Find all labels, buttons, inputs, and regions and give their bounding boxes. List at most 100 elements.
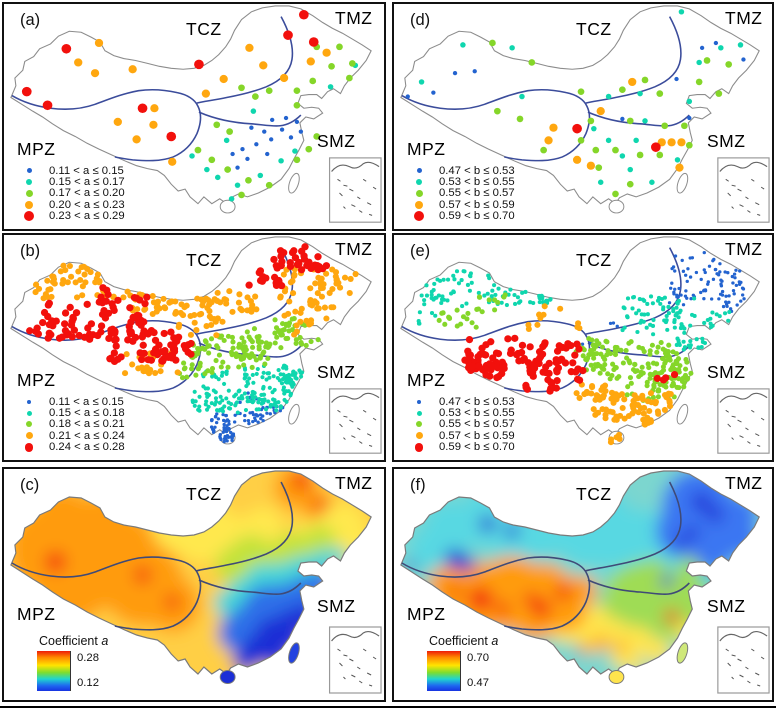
- south-china-sea-inset: [328, 388, 382, 454]
- legend-item: 0.21 < a ≤ 0.24: [17, 429, 125, 442]
- panel-letter: (b): [20, 242, 41, 260]
- tmz-boundary-line: [584, 247, 682, 336]
- panel-b: (b) TCZ TMZ SMZ MPZ 0.11 < a ≤ 0.15 0.15 …: [2, 233, 386, 462]
- legend-item: 0.47 < b ≤ 0.53: [407, 164, 515, 177]
- colorbar-title: Coefficient a: [39, 634, 108, 648]
- mpz-boundary-line: [401, 88, 591, 162]
- colorbar-title: Coefficient a: [429, 634, 498, 648]
- climate-zone-boundaries: [401, 16, 690, 162]
- zone-label-mpz: MPZ: [407, 370, 446, 390]
- zone-label-tcz: TCZ: [576, 484, 612, 504]
- map-a: [10, 5, 382, 223]
- legend-class-dot: [26, 421, 32, 428]
- colorbar-symbol: a: [491, 634, 499, 648]
- legend-class-label: 0.21 < a ≤ 0.24: [49, 429, 125, 442]
- zone-label-tcz: TCZ: [186, 19, 222, 39]
- panel-c: (c) TCZ TMZ SMZ MPZ Coefficient a 0.28 0…: [2, 467, 386, 702]
- figure-bottom-rule: [0, 706, 776, 708]
- legend-class-label: 0.11 < a ≤ 0.15: [49, 164, 124, 177]
- legend-class-label: 0.53 < b ≤ 0.55: [439, 176, 515, 189]
- zone-label-mpz: MPZ: [17, 370, 56, 390]
- legend: 0.47 < b ≤ 0.53 0.53 < b ≤ 0.55 0.55 < b ≤…: [407, 165, 515, 222]
- colorbar-min: 0.47: [467, 677, 489, 689]
- zone-label-smz: SMZ: [317, 131, 356, 151]
- map-c: [10, 470, 382, 694]
- zone-label-mpz: MPZ: [17, 604, 56, 624]
- legend-item: 0.20 < a ≤ 0.23: [17, 199, 125, 211]
- panel-d: (d) TCZ TMZ SMZ MPZ 0.47 < b ≤ 0.53 0.53 …: [392, 2, 774, 231]
- hainan-island: [608, 670, 625, 684]
- china-outline: [10, 5, 372, 205]
- zone-label-tcz: TCZ: [186, 250, 222, 270]
- legend-item: 0.55 < b ≤ 0.57: [407, 187, 515, 199]
- zone-label-tcz: TCZ: [186, 484, 222, 504]
- zone-label-mpz: MPZ: [407, 604, 446, 624]
- colorbar: Coefficient a 0.28 0.12: [37, 634, 108, 691]
- legend-item: 0.15 < a ≤ 0.18: [17, 407, 125, 420]
- zone-label-smz: SMZ: [707, 362, 746, 382]
- taiwan-island: [288, 172, 300, 194]
- smz-boundary-line: [198, 111, 302, 127]
- legend-item: 0.47 < b ≤ 0.53: [407, 395, 515, 408]
- legend-class-dot: [26, 168, 32, 174]
- station-dot-layer: [26, 243, 359, 444]
- legend-class-dot: [415, 189, 423, 197]
- legend-item: 0.11 < a ≤ 0.15: [17, 164, 125, 177]
- legend-class-dot: [416, 421, 422, 428]
- station-dot-layer: [405, 9, 746, 198]
- legend-class-dot: [26, 410, 32, 416]
- legend-class-label: 0.59 < b ≤ 0.70: [439, 441, 515, 454]
- smz-boundary-line: [198, 579, 302, 596]
- zone-label-tmz: TMZ: [725, 239, 763, 259]
- climate-zone-boundaries: [401, 481, 690, 631]
- tmz-boundary-line: [584, 481, 682, 572]
- legend-item: 0.59 < b ≤ 0.70: [407, 210, 515, 222]
- legend-item: 0.24 < a ≤ 0.28: [17, 441, 125, 453]
- colorbar-gradient: [427, 651, 461, 691]
- taiwan-island: [288, 403, 300, 425]
- zone-label-mpz: MPZ: [17, 139, 56, 159]
- legend-item: 0.17 < a ≤ 0.20: [17, 187, 125, 199]
- legend-class-label: 0.55 < b ≤ 0.57: [439, 418, 515, 431]
- legend-class-dot: [416, 179, 422, 186]
- zone-label-tcz: TCZ: [576, 19, 612, 39]
- legend-item: 0.59 < b ≤ 0.70: [407, 441, 515, 454]
- legend-class-dot: [25, 189, 33, 197]
- zone-label-tcz: TCZ: [576, 250, 612, 270]
- panel-letter: (f): [410, 476, 426, 494]
- legend-item: 0.57 < b ≤ 0.59: [407, 430, 515, 442]
- china-outline: [10, 470, 372, 675]
- legend-class-label: 0.47 < b ≤ 0.53: [439, 395, 515, 408]
- legend-item: 0.11 < a ≤ 0.15: [17, 396, 125, 408]
- zone-label-tmz: TMZ: [725, 473, 763, 493]
- colorbar-gradient: [37, 651, 71, 691]
- south-china-sea-inset: [328, 157, 382, 223]
- colorbar-title-text: Coefficient: [429, 634, 488, 648]
- zone-label-smz: SMZ: [707, 131, 746, 151]
- legend-class-label: 0.23 < a ≤ 0.29: [49, 210, 125, 223]
- legend-class-label: 0.47 < b ≤ 0.53: [439, 164, 515, 177]
- legend-item: 0.53 < b ≤ 0.55: [407, 176, 515, 189]
- panel-letter: (d): [410, 11, 431, 29]
- colorbar: Coefficient a 0.70 0.47: [427, 634, 498, 691]
- taiwan-island: [676, 642, 689, 664]
- map-e: [400, 236, 770, 454]
- legend-item: 0.23 < a ≤ 0.29: [17, 210, 125, 223]
- panel-e: (e) TCZ TMZ SMZ MPZ 0.47 < b ≤ 0.53 0.53 …: [392, 233, 774, 462]
- zone-label-tmz: TMZ: [335, 473, 373, 493]
- legend-item: 0.57 < b ≤ 0.59: [407, 199, 515, 211]
- legend-class-dot: [26, 179, 32, 186]
- hainan-island: [219, 670, 236, 684]
- mpz-boundary-line: [11, 88, 202, 162]
- station-dot-layer: [416, 250, 746, 446]
- mpz-boundary-line: [11, 556, 202, 631]
- hainan-island: [608, 199, 625, 214]
- south-china-sea-inset: [717, 388, 770, 454]
- china-outline: [400, 5, 760, 205]
- zone-label-tmz: TMZ: [335, 239, 373, 259]
- legend-class-dot: [25, 432, 33, 440]
- zone-label-tmz: TMZ: [725, 8, 763, 28]
- taiwan-island: [288, 642, 300, 664]
- legend-class-label: 0.15 < a ≤ 0.18: [49, 407, 125, 420]
- map-f: [400, 470, 770, 694]
